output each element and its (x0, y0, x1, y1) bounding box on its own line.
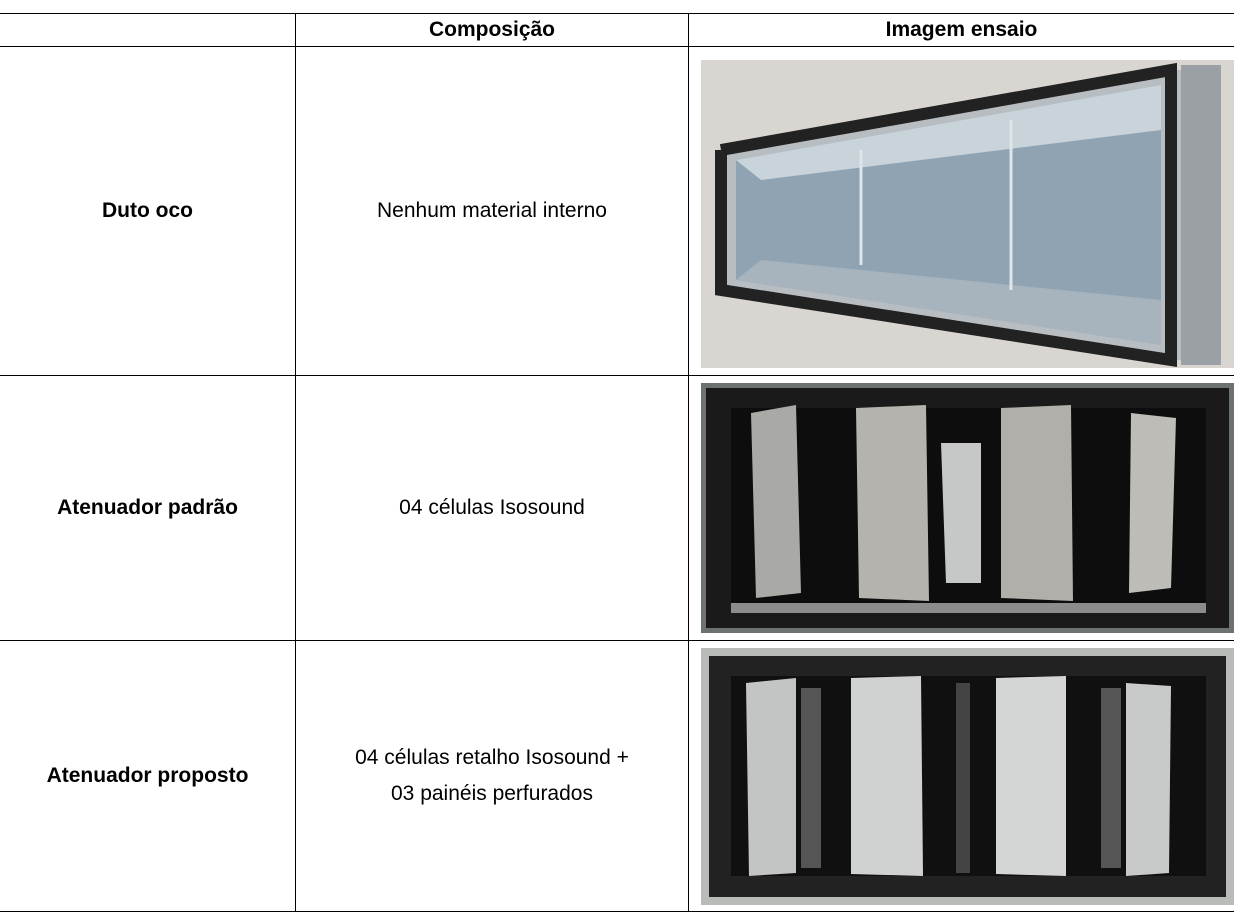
composition: 04 células retalho Isosound + 03 painéis … (296, 641, 688, 911)
row-label: Duto oco (102, 199, 193, 222)
photo (701, 383, 1234, 633)
rule (0, 46, 1234, 47)
photo (701, 648, 1234, 905)
rule (688, 13, 689, 912)
column-header: Imagem ensaio (885, 18, 1038, 41)
composition-line: 03 painéis perfurados (391, 782, 593, 805)
composition: Nenhum material interno (296, 47, 688, 375)
rule (0, 640, 1234, 641)
rule (295, 13, 296, 912)
row-label: Atenuador proposto (46, 764, 249, 787)
composition: 04 células Isosound (296, 376, 688, 640)
rule (0, 375, 1234, 376)
composition-line: 04 células Isosound (399, 496, 585, 519)
composition-line: 04 células retalho Isosound + (355, 746, 629, 769)
rule (0, 13, 1234, 14)
photo (701, 60, 1234, 368)
row-label: Atenuador padrão (57, 496, 238, 519)
composition-line: Nenhum material interno (377, 199, 607, 222)
column-header: Composição (428, 18, 556, 41)
